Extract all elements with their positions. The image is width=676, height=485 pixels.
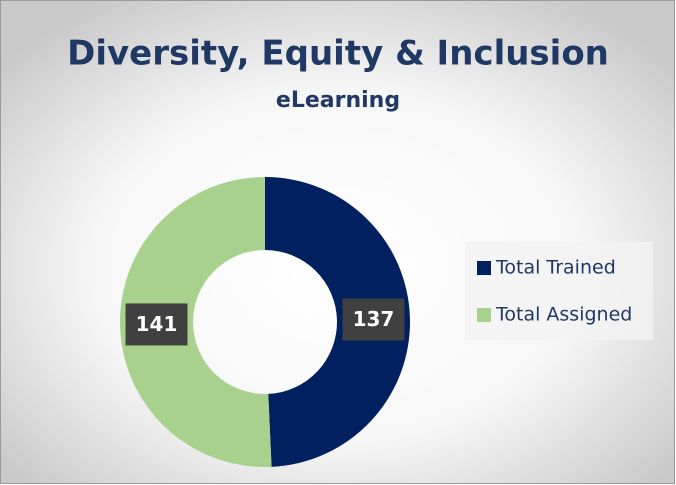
- data-label: 137: [353, 307, 395, 331]
- donut-slice: [265, 177, 410, 467]
- chart-title: Diversity, Equity & Inclusion: [67, 34, 609, 74]
- legend-swatch: [477, 261, 491, 275]
- legend-swatch: [477, 308, 491, 322]
- data-label-box: [342, 298, 405, 341]
- legend-box: [465, 242, 653, 340]
- legend-label: Total Trained: [495, 257, 616, 279]
- data-label: 141: [136, 312, 178, 336]
- chart-subtitle: eLearning: [276, 88, 400, 113]
- donut-slice: [119, 177, 272, 468]
- data-label-box: [125, 303, 188, 346]
- legend-label: Total Assigned: [495, 304, 632, 326]
